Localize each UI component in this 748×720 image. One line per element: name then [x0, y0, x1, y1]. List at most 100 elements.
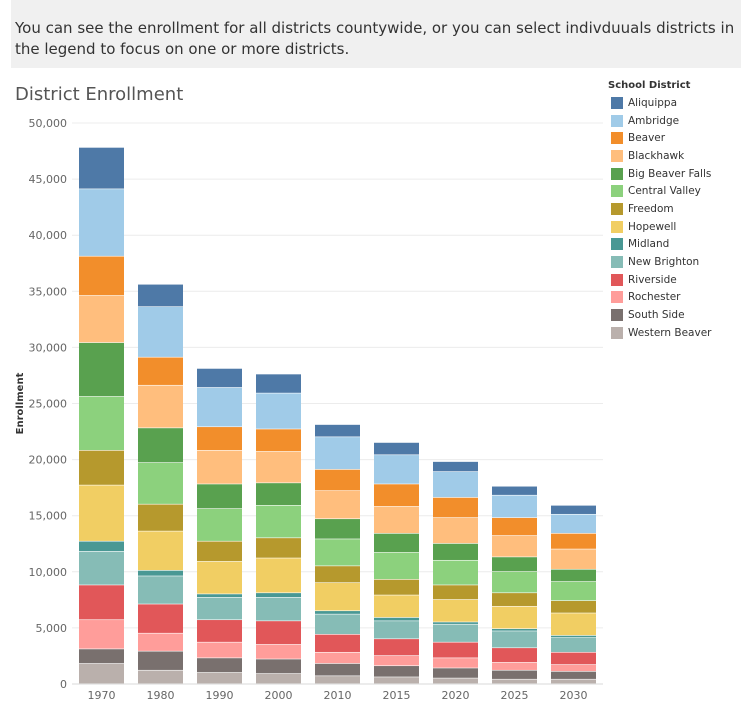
bar-segment-south-side-2015	[374, 666, 419, 677]
x-tick-label: 2030	[560, 689, 588, 702]
chart-title: District Enrollment	[15, 84, 184, 105]
bar-segment-big-beaver-falls-1990	[197, 484, 242, 509]
legend-item-ambridge[interactable]: Ambridge	[608, 112, 743, 130]
legend-swatch	[611, 185, 623, 198]
bar-segment-blackhawk-2010	[315, 491, 360, 519]
bar-segment-aliquippa-2010	[315, 424, 360, 437]
bar-segment-western-beaver-1990	[197, 672, 242, 684]
legend-item-beaver[interactable]: Beaver	[608, 129, 743, 147]
bar-segment-western-beaver-2000	[256, 673, 301, 684]
bar-segment-aliquippa-2020	[433, 461, 478, 472]
legend-swatch	[611, 220, 623, 233]
bar-segment-riverside-2020	[433, 642, 478, 658]
bar-segment-beaver-1990	[197, 427, 242, 451]
legend-label: Rochester	[628, 291, 681, 304]
bar-segment-midland-1980	[138, 570, 183, 576]
legend-label: South Side	[628, 309, 685, 322]
legend-label: Riverside	[628, 273, 677, 286]
legend-label: Midland	[628, 238, 670, 251]
legend-label: Freedom	[628, 202, 674, 215]
bar-segment-beaver-2025	[492, 517, 537, 536]
bar-segment-beaver-1970	[79, 256, 124, 296]
bar-segment-western-beaver-2020	[433, 678, 478, 684]
legend-item-aliquippa[interactable]: Aliquippa	[608, 94, 743, 112]
bar-segment-rochester-2015	[374, 655, 419, 666]
bar-segment-beaver-2030	[551, 533, 596, 549]
legend-item-western-beaver[interactable]: Western Beaver	[608, 324, 743, 342]
bar-segment-blackhawk-1980	[138, 385, 183, 428]
banner-text: You can see the enrollment for all distr…	[15, 19, 735, 58]
x-tick-label: 2020	[442, 689, 470, 702]
bar-segment-midland-2030	[551, 635, 596, 638]
bar-segment-freedom-2010	[315, 566, 360, 583]
legend-title: School District	[608, 80, 691, 91]
y-tick-label: 15,000	[29, 510, 68, 523]
bar-segment-hopewell-2020	[433, 599, 478, 622]
bar-segment-beaver-2000	[256, 429, 301, 452]
bar-segment-big-beaver-falls-2000	[256, 483, 301, 506]
bar-segment-central-valley-2015	[374, 552, 419, 580]
bar-segment-freedom-1970	[79, 450, 124, 485]
bar-segment-freedom-2000	[256, 538, 301, 558]
bar-segment-ambridge-2030	[551, 514, 596, 534]
legend-item-new-brighton[interactable]: New Brighton	[608, 253, 743, 271]
bar-segment-big-beaver-falls-2030	[551, 569, 596, 582]
bar-segment-ambridge-2010	[315, 437, 360, 470]
x-tick-label: 2000	[265, 689, 293, 702]
bar-segment-freedom-2030	[551, 600, 596, 613]
bar-segment-blackhawk-2015	[374, 506, 419, 534]
bar-segment-central-valley-2000	[256, 505, 301, 538]
legend-item-blackhawk[interactable]: Blackhawk	[608, 147, 743, 165]
bar-segment-hopewell-2030	[551, 613, 596, 636]
bar-segment-rochester-1980	[138, 633, 183, 651]
legend-item-riverside[interactable]: Riverside	[608, 271, 743, 289]
legend-swatch	[611, 238, 623, 251]
x-tick-label: 2015	[383, 689, 411, 702]
legend-item-south-side[interactable]: South Side	[608, 306, 743, 324]
y-tick-label: 50,000	[29, 117, 68, 130]
bar-segment-aliquippa-1970	[79, 147, 124, 189]
bar-segment-aliquippa-2030	[551, 505, 596, 514]
bar-segment-blackhawk-1990	[197, 450, 242, 484]
bar-segment-new-brighton-2025	[492, 631, 537, 648]
legend-item-central-valley[interactable]: Central Valley	[608, 182, 743, 200]
legend-label: Aliquippa	[628, 96, 678, 109]
bar-segment-central-valley-2025	[492, 571, 537, 593]
legend-item-hopewell[interactable]: Hopewell	[608, 218, 743, 236]
bar-segment-western-beaver-2030	[551, 679, 596, 684]
bar-segment-rochester-2025	[492, 662, 537, 670]
bar-segment-hopewell-1990	[197, 561, 242, 594]
y-tick-label: 5,000	[36, 622, 68, 635]
legend-item-freedom[interactable]: Freedom	[608, 200, 743, 218]
legend-item-midland[interactable]: Midland	[608, 236, 743, 254]
bar-segment-midland-2015	[374, 617, 419, 621]
legend-label: New Brighton	[628, 256, 700, 269]
bar-segment-hopewell-1970	[79, 485, 124, 541]
bar-segment-rochester-2030	[551, 664, 596, 672]
legend-item-rochester[interactable]: Rochester	[608, 289, 743, 307]
bar-segment-freedom-2020	[433, 585, 478, 600]
legend-label: Ambridge	[628, 114, 680, 127]
bar-segment-aliquippa-2025	[492, 486, 537, 495]
bar-segment-freedom-1980	[138, 504, 183, 531]
bar-segment-south-side-2025	[492, 670, 537, 679]
bar-segment-hopewell-2025	[492, 606, 537, 629]
bar-segment-new-brighton-2020	[433, 624, 478, 642]
bar-segment-beaver-2020	[433, 497, 478, 518]
legend-swatch	[611, 96, 623, 109]
bar-segment-blackhawk-2000	[256, 451, 301, 483]
bar-segment-western-beaver-2025	[492, 679, 537, 684]
legend-swatch	[611, 256, 623, 269]
x-tick-label: 2010	[324, 689, 352, 702]
legend-label: Hopewell	[628, 220, 677, 233]
bar-segment-new-brighton-2010	[315, 614, 360, 635]
legend-swatch	[611, 202, 623, 215]
bar-segment-south-side-2000	[256, 659, 301, 674]
bar-segment-western-beaver-2010	[315, 676, 360, 684]
legend-label: Big Beaver Falls	[628, 167, 712, 180]
bar-segment-ambridge-2025	[492, 495, 537, 518]
legend-item-big-beaver-falls[interactable]: Big Beaver Falls	[608, 165, 743, 183]
bar-segment-central-valley-1990	[197, 508, 242, 541]
y-axis-title: Enrollment	[15, 372, 26, 434]
bar-segment-midland-2000	[256, 593, 301, 598]
